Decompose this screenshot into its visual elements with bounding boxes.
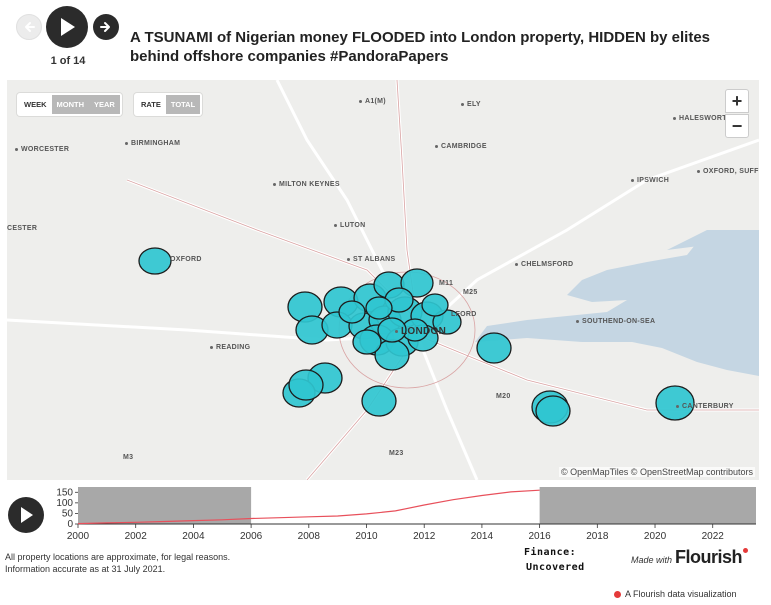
- footnote: All property locations are approximate, …: [5, 551, 230, 575]
- finance-uncovered-logo[interactable]: Finance: Uncovered: [524, 545, 585, 575]
- period-month-button[interactable]: MONTH: [51, 95, 89, 114]
- map-panel[interactable]: BIRMINGHAM A1(M) ELY HALESWORTH WORCESTE…: [7, 80, 759, 480]
- place-label: CESTER: [7, 225, 38, 232]
- next-slide-button[interactable]: [93, 14, 119, 40]
- x-tick-label: 2020: [644, 531, 667, 542]
- play-icon: [61, 18, 75, 36]
- flourish-credit-text: A Flourish data visualization: [625, 589, 737, 599]
- x-tick-label: 2006: [240, 531, 263, 542]
- place-label: CHELMSFORD: [515, 261, 573, 268]
- place-label: ELY: [461, 101, 481, 108]
- timeline-unselected-left: [78, 487, 252, 524]
- period-year-button[interactable]: YEAR: [89, 95, 120, 114]
- place-label: CANTERBURY: [676, 403, 734, 410]
- road-label: M25: [463, 289, 478, 296]
- property-marker[interactable]: [288, 369, 324, 401]
- place-label: HALESWORTH: [673, 115, 732, 122]
- metric-rate-button[interactable]: RATE: [141, 100, 161, 109]
- place-label: LFORD: [451, 311, 477, 318]
- place-label: OXFORD, SUFF: [697, 168, 759, 175]
- road-label: M11: [439, 280, 454, 287]
- previous-slide-button[interactable]: [16, 14, 42, 40]
- place-label: IPSWICH: [631, 177, 669, 184]
- zoom-out-button[interactable]: −: [725, 114, 749, 138]
- place-label: MILTON KEYNES: [273, 181, 340, 188]
- property-marker[interactable]: [338, 300, 366, 324]
- place-label: SOUTHEND-ON-SEA: [576, 318, 655, 325]
- timeline-x-axis: 2000 2002 2004 2006 2008 2010 2012 2014 2016 2018…: [67, 523, 756, 542]
- made-with-flourish-badge[interactable]: Made with Flourish: [631, 547, 749, 568]
- x-tick-label: 2016: [528, 531, 551, 542]
- sea-area: [475, 230, 759, 376]
- x-tick-label: 2018: [586, 531, 609, 542]
- property-marker[interactable]: [352, 329, 382, 355]
- road-label: M23: [389, 450, 404, 457]
- map-attribution[interactable]: © OpenMapTiles © OpenStreetMap contribut…: [558, 467, 755, 477]
- y-tick-label: 50: [62, 508, 74, 519]
- flourish-wordmark: Flourish: [675, 547, 743, 567]
- footnote-line: Information accurate as at 31 July 2021.: [5, 564, 166, 574]
- property-marker[interactable]: [400, 268, 434, 298]
- road-label: M20: [496, 393, 511, 400]
- place-label: OXFORD: [170, 256, 202, 263]
- timeline-series-line: [77, 489, 540, 525]
- place-label: ST ALBANS: [347, 256, 396, 263]
- basemap: [7, 80, 759, 480]
- logo-line: Uncovered: [526, 562, 585, 573]
- place-label: LUTON: [334, 222, 365, 229]
- x-tick-label: 2010: [355, 531, 378, 542]
- x-tick-label: 2008: [298, 531, 321, 542]
- footnote-line: All property locations are approximate, …: [5, 552, 231, 562]
- place-label: READING: [210, 344, 250, 351]
- property-marker[interactable]: [535, 395, 571, 427]
- flourish-dot-icon: [743, 548, 749, 553]
- timeline-unselected-right: [539, 487, 756, 524]
- x-tick-label: 2002: [125, 531, 148, 542]
- period-week-button[interactable]: WEEK: [24, 100, 47, 109]
- play-icon: [21, 507, 33, 523]
- property-marker[interactable]: [365, 296, 393, 320]
- period-toggle: WEEK MONTH YEAR: [17, 93, 122, 116]
- play-story-button[interactable]: [46, 6, 88, 48]
- x-tick-label: 2000: [67, 531, 90, 542]
- arrow-right-icon: [100, 22, 110, 32]
- place-label-london: LONDON: [395, 326, 446, 337]
- x-tick-label: 2022: [702, 531, 725, 542]
- x-tick-label: 2004: [182, 531, 205, 542]
- metric-total-button[interactable]: TOTAL: [165, 95, 201, 114]
- timeline-play-button[interactable]: [8, 497, 44, 533]
- property-marker[interactable]: [138, 247, 172, 275]
- metric-toggle: RATE TOTAL: [134, 93, 203, 116]
- place-label: WORCESTER: [15, 146, 69, 153]
- x-tick-label: 2014: [471, 531, 494, 542]
- zoom-in-button[interactable]: +: [725, 89, 749, 113]
- property-marker[interactable]: [421, 293, 449, 317]
- place-label: BIRMINGHAM: [125, 140, 180, 147]
- slide-counter: 1 of 14: [50, 55, 86, 67]
- arrow-left-icon: [25, 22, 35, 32]
- y-tick-label: 0: [67, 519, 73, 530]
- flourish-credit-link[interactable]: A Flourish data visualization: [614, 589, 737, 599]
- property-marker[interactable]: [361, 385, 397, 417]
- road-label: A1(M): [359, 98, 386, 105]
- flourish-dot-icon: [614, 590, 621, 598]
- property-markers: [138, 247, 695, 427]
- road-label: M3: [123, 454, 134, 461]
- place-label: CAMBRIDGE: [435, 143, 487, 150]
- made-with-label: Made with: [631, 555, 673, 565]
- y-tick-label: 100: [56, 498, 73, 509]
- x-tick-label: 2012: [413, 531, 436, 542]
- logo-line: Finance:: [524, 547, 577, 558]
- story-headline: A TSUNAMI of Nigerian money FLOODED into…: [130, 29, 711, 65]
- property-marker[interactable]: [476, 332, 512, 364]
- y-tick-label: 150: [56, 487, 73, 498]
